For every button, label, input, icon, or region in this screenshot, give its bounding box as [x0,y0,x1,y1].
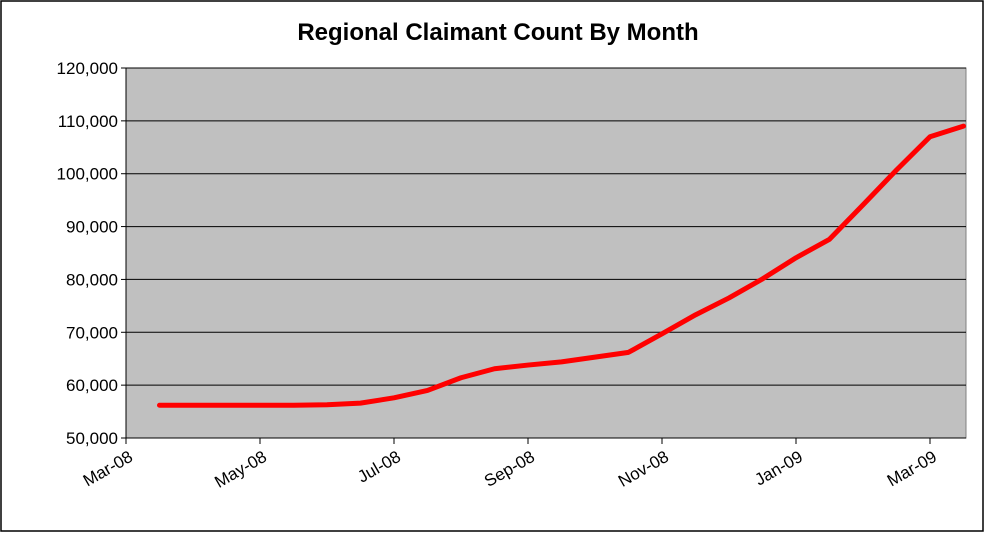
y-tick-label: 110,000 [58,112,118,131]
y-tick-label: 50,000 [66,429,118,448]
y-tick-label: 100,000 [57,165,118,184]
data-line [157,123,966,408]
y-tick-label: 70,000 [66,323,118,342]
chart-title: Regional Claimant Count By Month [297,19,698,46]
y-tick-label: 80,000 [66,270,118,289]
plot-area [125,67,967,439]
y-tick-label: 60,000 [66,376,118,395]
y-tick-label: 90,000 [66,218,118,237]
y-tick-label: 120,000 [57,59,118,78]
